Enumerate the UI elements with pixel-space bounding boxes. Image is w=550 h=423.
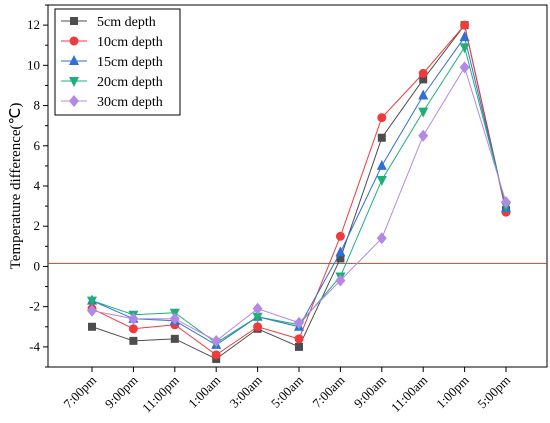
legend-marker — [69, 95, 79, 107]
data-point — [88, 322, 96, 331]
data-point — [252, 312, 263, 323]
data-point — [335, 246, 346, 257]
y-axis-title: Temperature difference(℃) — [8, 103, 24, 270]
x-tick-label: 9:00am — [351, 373, 389, 411]
data-point — [335, 231, 345, 241]
legend-marker — [69, 55, 79, 65]
data-point — [128, 324, 138, 334]
legend-marker — [70, 17, 78, 25]
y-tick-label: 6 — [34, 138, 41, 153]
data-point — [418, 89, 429, 100]
data-point — [129, 336, 138, 345]
data-point — [460, 20, 470, 30]
legend-label: 10cm depth — [97, 35, 163, 50]
y-tick-label: -2 — [29, 299, 40, 314]
data-point — [418, 107, 429, 118]
data-point — [211, 334, 222, 347]
data-point — [459, 61, 470, 74]
data-point — [170, 334, 179, 343]
data-point — [418, 68, 428, 78]
data-point — [459, 43, 470, 54]
data-point — [252, 302, 263, 315]
legend-label: 5cm depth — [97, 15, 156, 30]
data-point — [128, 312, 139, 325]
x-tick-label: 11:00am — [388, 373, 430, 415]
legend: 5cm depth 10cm depth 15cm depth 20cm depth 3… — [54, 8, 181, 116]
x-tick-label: 5:00pm — [474, 373, 513, 412]
data-point — [294, 316, 304, 329]
data-point — [501, 196, 511, 209]
data-point — [169, 312, 180, 325]
data-point — [336, 254, 345, 263]
legend-label: 20cm depth — [97, 75, 163, 90]
y-tick-label: 4 — [34, 178, 41, 193]
series-30cm-depth — [87, 61, 511, 347]
data-point — [419, 75, 428, 84]
data-point — [294, 334, 304, 344]
x-tick-label: 5:00am — [268, 373, 306, 411]
data-point — [87, 296, 97, 307]
data-point — [295, 342, 303, 351]
data-point — [418, 129, 429, 142]
data-point — [376, 175, 387, 186]
data-point — [211, 350, 221, 360]
data-point — [376, 232, 387, 245]
y-tick-label: -4 — [29, 339, 40, 354]
x-tick-label: 7:00pm — [60, 373, 99, 412]
legend-marker — [69, 77, 79, 87]
series-10cm-depth — [87, 20, 511, 360]
y-tick-label: 12 — [27, 17, 40, 32]
data-point — [377, 133, 386, 142]
x-tick-label: 1:00pm — [433, 373, 472, 412]
data-point — [335, 274, 346, 287]
data-point — [87, 304, 97, 317]
x-tick-label: 3:00am — [227, 373, 265, 411]
legend-label: 15cm depth — [97, 55, 163, 70]
legend-label: 30cm depth — [97, 95, 163, 110]
legend-marker — [69, 36, 79, 46]
data-point — [253, 322, 263, 332]
data-point — [376, 159, 387, 170]
x-tick-label: 7:00am — [309, 373, 347, 411]
data-point — [459, 31, 470, 42]
y-tick-label: 10 — [27, 57, 40, 72]
x-tick-label: 9:00pm — [102, 373, 141, 412]
y-tick-label: 2 — [34, 218, 41, 233]
x-tick-label: 1:00am — [185, 373, 223, 411]
x-tick-label: 11:00pm — [139, 373, 182, 416]
y-tick-label: 8 — [34, 98, 41, 113]
y-tick-label: 0 — [34, 258, 41, 273]
data-point — [377, 113, 387, 123]
